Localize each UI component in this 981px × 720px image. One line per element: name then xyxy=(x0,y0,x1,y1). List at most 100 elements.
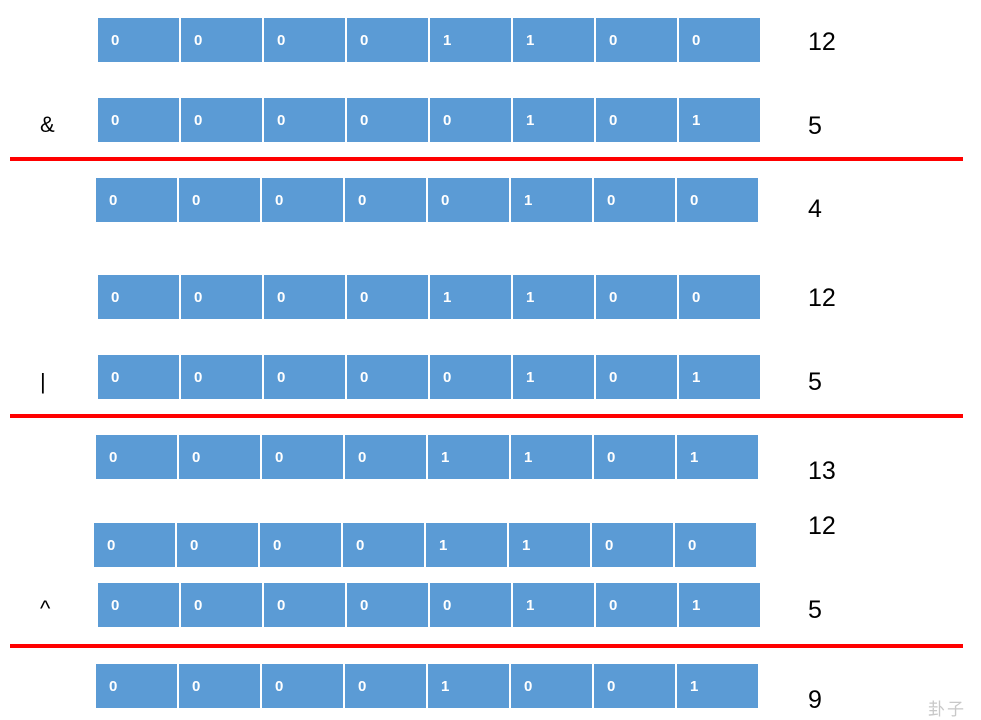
bit-cell: 0 xyxy=(430,355,511,399)
bit-cell: 0 xyxy=(262,435,343,479)
or-operand-b-row: 0 0 0 0 0 1 0 1 5 xyxy=(0,0,981,399)
or-result-row: 0 0 0 0 1 1 0 1 13 xyxy=(0,0,981,485)
bit-cell: 0 xyxy=(96,435,177,479)
bit-cell: 0 xyxy=(98,18,179,62)
bit-cells: 0 0 0 0 0 1 0 1 xyxy=(98,98,760,142)
bit-cell: 1 xyxy=(679,583,760,627)
bit-cell: 0 xyxy=(262,178,343,222)
bit-cell: 1 xyxy=(513,355,594,399)
bit-cell: 0 xyxy=(345,435,426,479)
bit-cell: 0 xyxy=(181,583,262,627)
decimal-value: 5 xyxy=(808,368,822,396)
bit-cell: 0 xyxy=(594,664,675,708)
bit-cell: 0 xyxy=(96,664,177,708)
result-divider xyxy=(10,414,963,418)
bit-cell: 0 xyxy=(179,435,260,479)
bit-cells: 0 0 0 0 1 0 0 1 xyxy=(96,664,758,708)
bit-cell: 0 xyxy=(264,583,345,627)
bit-cell: 0 xyxy=(430,583,511,627)
or-operand-a-row: 0 0 0 0 1 1 0 0 12 xyxy=(0,0,981,319)
and-operand-b-row: 0 0 0 0 0 1 0 1 5 xyxy=(0,0,981,142)
bit-cell: 1 xyxy=(513,18,594,62)
bit-cell: 0 xyxy=(511,664,592,708)
bit-cells: 0 0 0 0 1 1 0 0 xyxy=(94,523,756,567)
bit-cell: 0 xyxy=(179,664,260,708)
bit-cell: 1 xyxy=(513,275,594,319)
bit-cell: 0 xyxy=(345,664,426,708)
bit-cell: 0 xyxy=(347,583,428,627)
bit-cell: 0 xyxy=(98,583,179,627)
bit-cell: 0 xyxy=(430,98,511,142)
bit-cells: 0 0 0 0 1 1 0 0 xyxy=(98,275,760,319)
bit-cell: 0 xyxy=(264,355,345,399)
bit-cell: 1 xyxy=(679,355,760,399)
bit-cell: 0 xyxy=(343,523,424,567)
bit-cell: 0 xyxy=(345,178,426,222)
bit-cell: 1 xyxy=(513,98,594,142)
and-result-row: 0 0 0 0 0 1 0 0 4 xyxy=(0,0,981,223)
bit-cell: 0 xyxy=(596,98,677,142)
bit-cell: 0 xyxy=(181,98,262,142)
and-operand-a-row: 0 0 0 0 1 1 0 0 12 xyxy=(0,0,981,62)
bit-cell: 0 xyxy=(179,178,260,222)
bit-cell: 0 xyxy=(181,355,262,399)
bit-cell: 1 xyxy=(430,18,511,62)
decimal-value: 13 xyxy=(808,457,836,485)
bit-cells: 0 0 0 0 1 1 0 1 xyxy=(96,435,758,479)
xor-operand-a-row: 0 0 0 0 1 1 0 0 12 xyxy=(0,0,981,567)
bit-cells: 0 0 0 0 0 1 0 1 xyxy=(98,583,760,627)
bit-cell: 0 xyxy=(677,178,758,222)
bit-cell: 0 xyxy=(347,18,428,62)
bit-cell: 1 xyxy=(509,523,590,567)
operator-and: & xyxy=(40,112,55,137)
bit-cell: 0 xyxy=(592,523,673,567)
bit-cell: 0 xyxy=(347,275,428,319)
bit-cell: 1 xyxy=(511,178,592,222)
bit-cell: 0 xyxy=(428,178,509,222)
operator-or: | xyxy=(40,369,46,394)
bit-cell: 1 xyxy=(677,664,758,708)
bit-cell: 0 xyxy=(96,178,177,222)
operator-xor: ^ xyxy=(40,596,51,621)
bit-cell: 0 xyxy=(181,18,262,62)
bit-cell: 0 xyxy=(264,275,345,319)
decimal-value: 12 xyxy=(808,284,836,312)
bit-cell: 0 xyxy=(594,178,675,222)
bit-cell: 0 xyxy=(679,275,760,319)
bit-cells: 0 0 0 0 0 1 0 1 xyxy=(98,355,760,399)
bit-cell: 0 xyxy=(98,275,179,319)
bit-cell: 1 xyxy=(513,583,594,627)
result-divider xyxy=(10,644,963,648)
decimal-value: 12 xyxy=(808,512,836,540)
bit-cell: 0 xyxy=(347,355,428,399)
bit-cell: 0 xyxy=(675,523,756,567)
bit-cell: 1 xyxy=(511,435,592,479)
bit-cell: 0 xyxy=(181,275,262,319)
bit-cell: 1 xyxy=(428,435,509,479)
bit-cell: 0 xyxy=(596,583,677,627)
bit-cell: 0 xyxy=(260,523,341,567)
bit-cell: 0 xyxy=(264,98,345,142)
decimal-value: 5 xyxy=(808,596,822,624)
watermark: 卦子 xyxy=(928,700,966,720)
decimal-value: 12 xyxy=(808,28,836,56)
decimal-value: 4 xyxy=(808,195,822,223)
bit-cell: 0 xyxy=(596,18,677,62)
bit-cell: 0 xyxy=(596,355,677,399)
bit-cell: 1 xyxy=(428,664,509,708)
bit-cell: 0 xyxy=(596,275,677,319)
bit-cell: 0 xyxy=(94,523,175,567)
bit-cell: 1 xyxy=(426,523,507,567)
bit-cell: 0 xyxy=(594,435,675,479)
bit-cells: 0 0 0 0 1 1 0 0 xyxy=(98,18,760,62)
bit-cell: 1 xyxy=(430,275,511,319)
xor-operand-b-row: 0 0 0 0 0 1 0 1 5 xyxy=(0,0,981,627)
bit-cell: 0 xyxy=(98,98,179,142)
bit-cells: 0 0 0 0 0 1 0 0 xyxy=(96,178,758,222)
bit-cell: 0 xyxy=(264,18,345,62)
bit-cell: 1 xyxy=(677,435,758,479)
bit-cell: 1 xyxy=(679,98,760,142)
bit-cell: 0 xyxy=(679,18,760,62)
decimal-value: 9 xyxy=(808,686,822,714)
